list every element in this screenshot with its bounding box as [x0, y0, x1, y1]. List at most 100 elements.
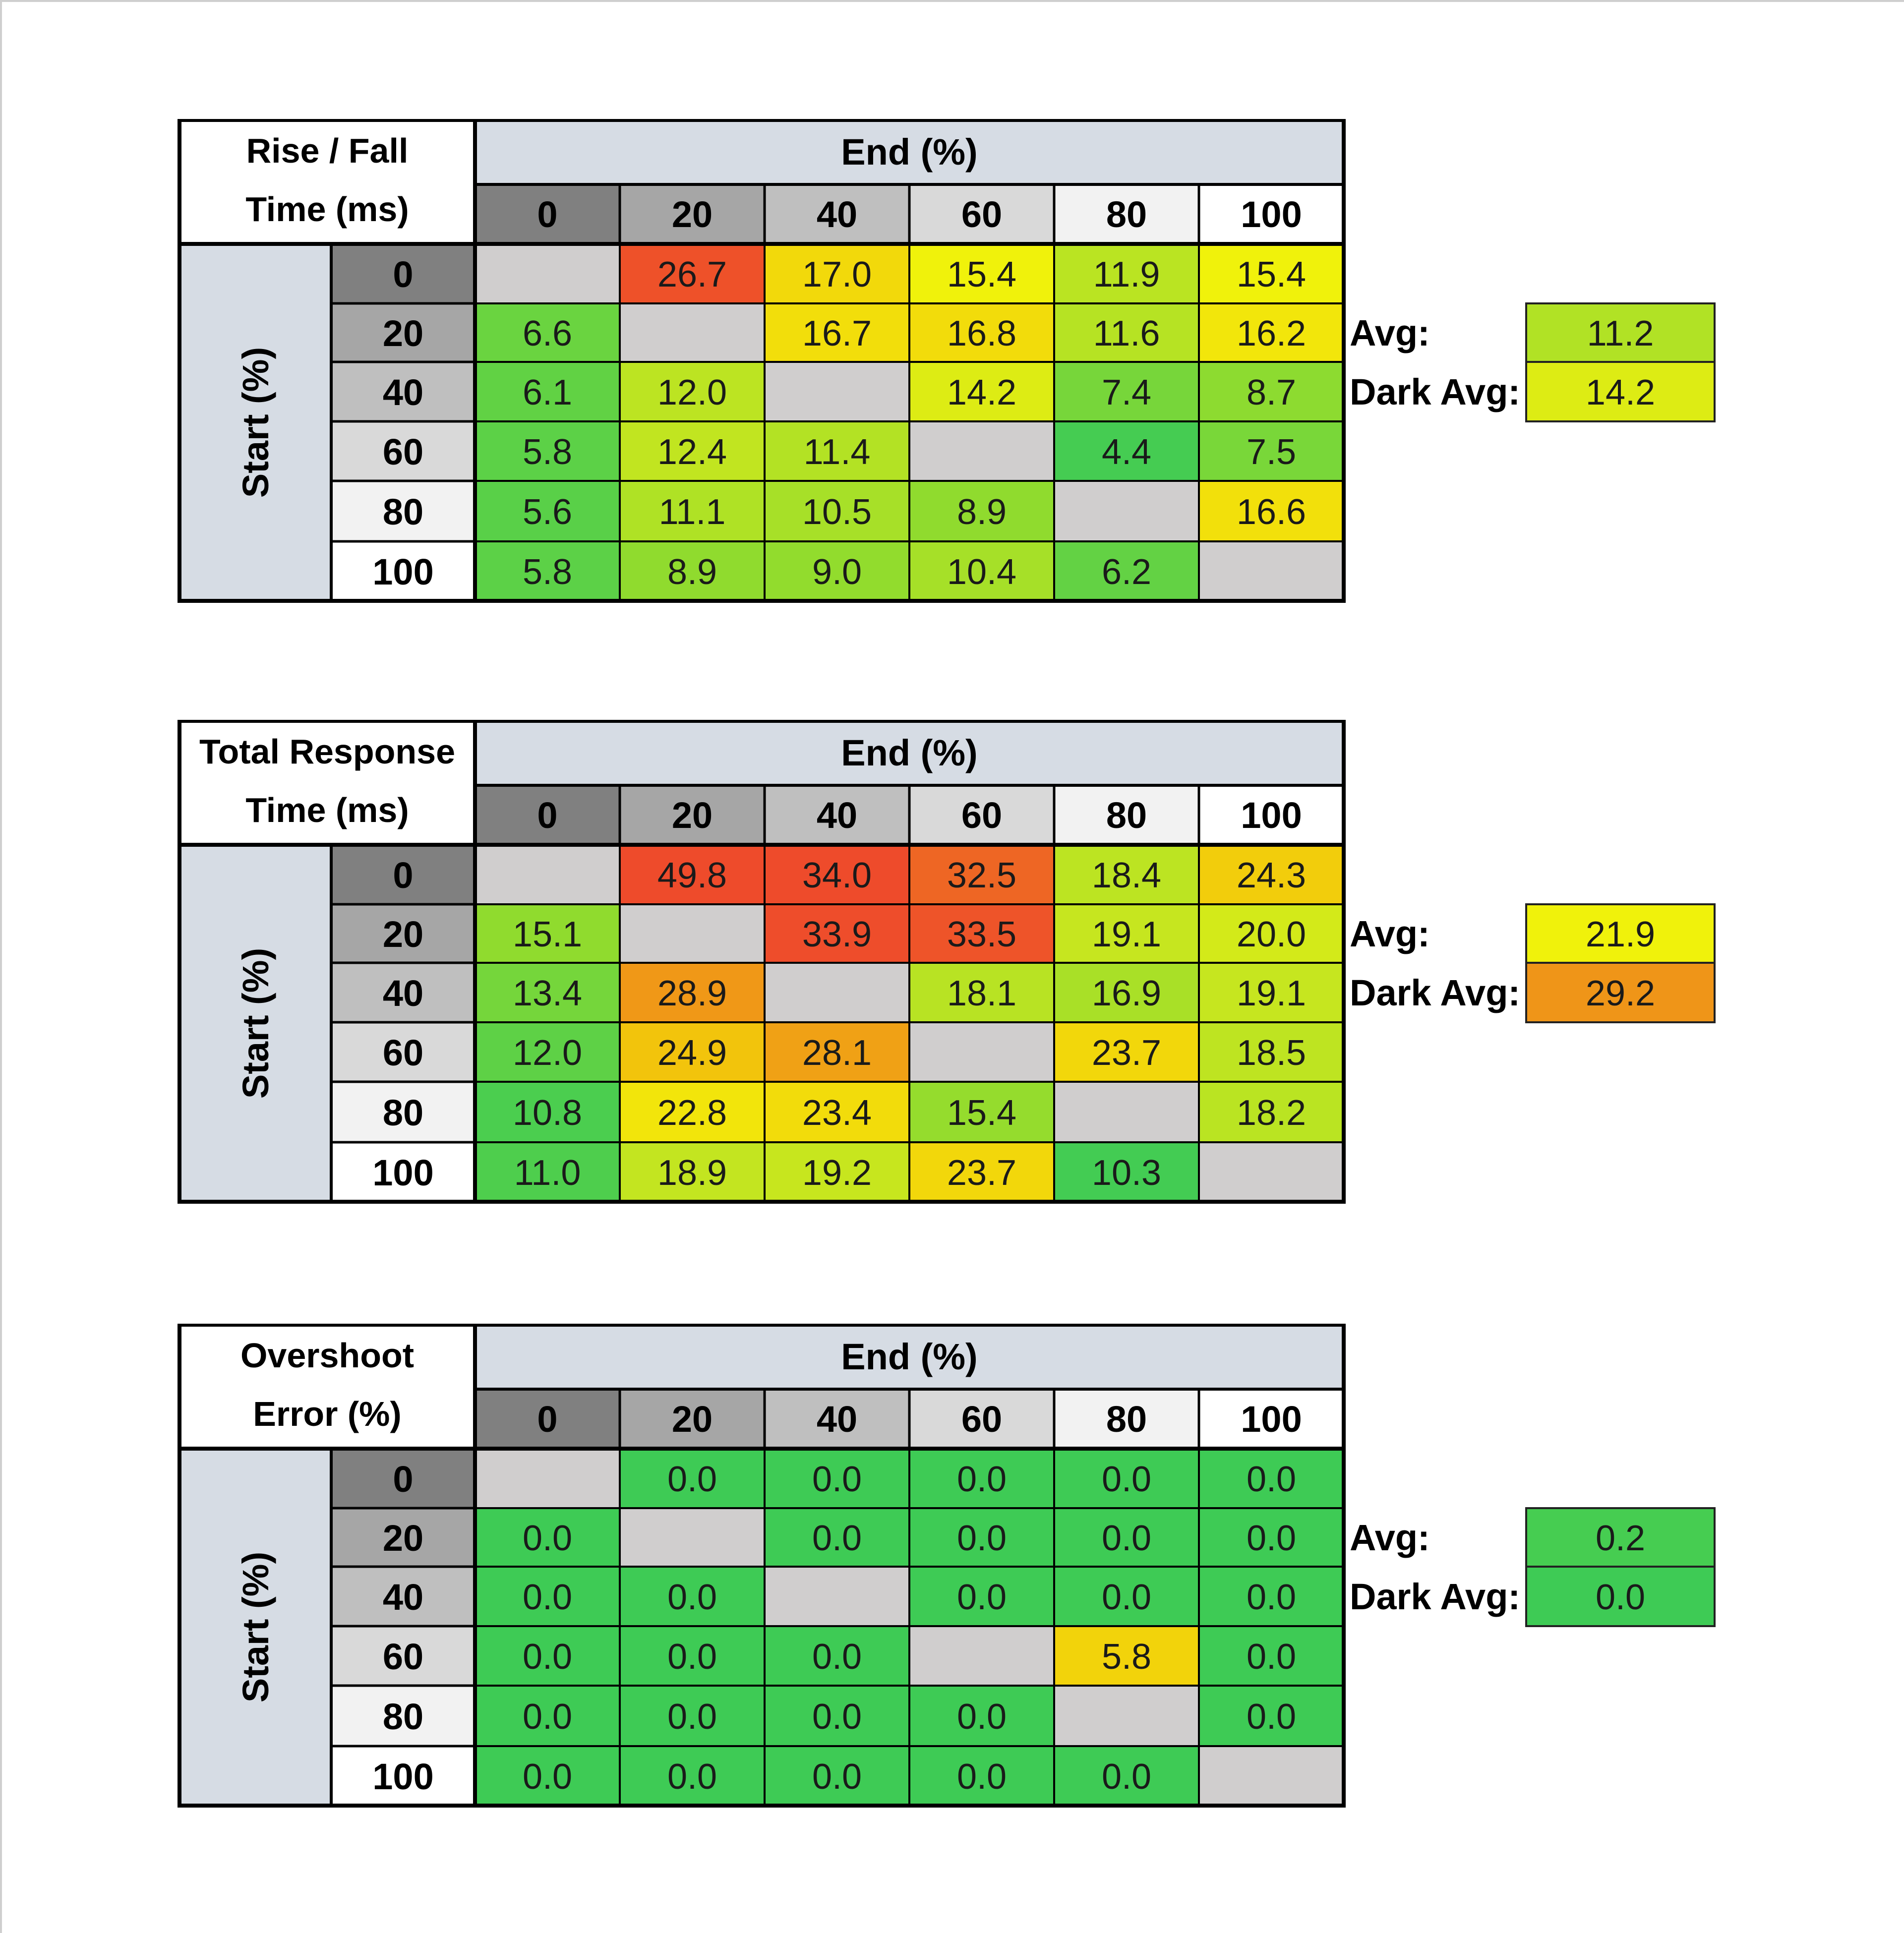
- rise-fall-data-value: 10.4: [947, 552, 1016, 592]
- total-response-data-value: 18.2: [1237, 1093, 1306, 1133]
- overshoot-summary-value: 0.0: [1596, 1578, 1645, 1617]
- rise-fall-col-label-cell: [1053, 183, 1200, 245]
- total-response-title-line: Time (ms): [245, 791, 409, 829]
- total-response-title-line: Total Response: [199, 732, 455, 771]
- rise-fall-data-cell: [474, 243, 621, 304]
- overshoot-data-cell: [1198, 1685, 1345, 1747]
- rise-fall-data-cell: [1053, 243, 1200, 304]
- rise-fall-row-label: 60: [383, 431, 423, 472]
- total-response-data-value: 18.9: [657, 1153, 727, 1193]
- overshoot-data-value: 0.0: [1102, 1578, 1151, 1617]
- total-response-data-cell: [764, 1141, 910, 1203]
- total-response-data-value: 18.1: [947, 974, 1016, 1013]
- rise-fall-data-value: 10.5: [802, 492, 872, 532]
- rise-fall-data-cell: [908, 361, 1055, 422]
- overshoot-data-cell: [908, 1745, 1055, 1807]
- total-response-row-header: Start (%): [235, 948, 276, 1099]
- total-response-data-cell: [474, 844, 621, 905]
- overshoot-data-value: 0.0: [812, 1460, 862, 1499]
- total-response-data-value: 23.4: [802, 1093, 872, 1133]
- overshoot-row-label: 40: [383, 1577, 423, 1618]
- overshoot-summary-box: [1525, 1566, 1716, 1627]
- total-response-data-cell: [908, 844, 1055, 905]
- rise-fall-title-line: Rise / Fall: [246, 131, 409, 170]
- rise-fall-row-header: Start (%): [235, 347, 276, 498]
- rise-fall-data-cell: [1198, 540, 1345, 602]
- overshoot-col-label-cell: [908, 1388, 1056, 1450]
- overshoot-data-value: 0.0: [812, 1637, 862, 1677]
- total-response-table-svg: Total Response Time (ms) End (%) 0 20 40 60 80 1…: [178, 720, 1716, 1204]
- overshoot-data-value: 0.0: [1247, 1519, 1296, 1558]
- overshoot-data-cell: [764, 1685, 910, 1747]
- rise-fall-data-value: 6.1: [523, 373, 572, 412]
- overshoot-table: Overshoot Error (%) End (%) 0 20 40 60 80 100 Sta…: [0, 1324, 1904, 1815]
- rise-fall-data-value: 17.0: [802, 255, 872, 294]
- total-response-row-label-cell: [330, 1080, 476, 1144]
- overshoot-data-value: 0.0: [1247, 1697, 1296, 1737]
- overshoot-summary-value: 0.2: [1596, 1519, 1645, 1558]
- rise-fall-data-cell: [908, 420, 1055, 482]
- total-response-row-label-cell: [330, 843, 476, 906]
- overshoot-data-cell: [474, 1685, 621, 1747]
- overshoot-col-header: End (%): [841, 1336, 977, 1377]
- rise-fall-table-svg: Rise / Fall Time (ms) End (%) 0 20 40 60 80 100 S…: [178, 119, 1716, 603]
- rise-fall-data-value: 6.6: [523, 314, 572, 353]
- rise-fall-summary-label: Avg:: [1350, 312, 1430, 353]
- overshoot-data-value: 0.0: [1102, 1460, 1151, 1499]
- total-response-summary-value: 21.9: [1586, 915, 1655, 954]
- overshoot-summary-label: Avg:: [1350, 1517, 1430, 1558]
- total-response-col-label: 80: [1106, 795, 1147, 836]
- total-response-data-cell: [1198, 1081, 1345, 1143]
- rise-fall-data-cell: [1053, 361, 1200, 422]
- rise-fall-data-value: 5.8: [523, 552, 572, 592]
- total-response-col-label: 100: [1241, 795, 1302, 836]
- rise-fall-data-cell: [619, 243, 766, 304]
- overshoot-summary-label: Dark Avg:: [1350, 1576, 1520, 1617]
- rise-fall-data-cell: [1198, 302, 1345, 363]
- total-response-data-value: 19.1: [1092, 915, 1161, 954]
- overshoot-data-value: 0.0: [957, 1697, 1007, 1737]
- total-response-data-cell: [908, 903, 1055, 964]
- total-response-data-cell: [1053, 1141, 1200, 1203]
- total-response-data-value: 23.7: [947, 1153, 1016, 1193]
- total-response-data-cell: [764, 962, 910, 1023]
- overshoot-table-svg: Overshoot Error (%) End (%) 0 20 40 60 80 100 Sta…: [178, 1324, 1716, 1808]
- total-response-col-label: 40: [817, 795, 857, 836]
- overshoot-col-label: 80: [1106, 1399, 1147, 1440]
- total-response-row-label: 20: [383, 914, 423, 955]
- overshoot-title-cell: [179, 1325, 475, 1449]
- total-response-data-cell: [619, 903, 766, 964]
- rise-fall-col-header: End (%): [841, 131, 977, 173]
- total-response-data-cell: [1053, 1081, 1200, 1143]
- total-response-summary-box: [1525, 903, 1716, 964]
- total-response-data-cell: [474, 1081, 621, 1143]
- total-response-data-value: 20.0: [1237, 915, 1306, 954]
- rise-fall-col-label: 80: [1106, 194, 1147, 235]
- overshoot-data-cell: [474, 1448, 621, 1509]
- total-response-data-value: 10.8: [513, 1093, 582, 1133]
- rise-fall-row-label-cell: [330, 302, 476, 363]
- overshoot-row-label: 20: [383, 1518, 423, 1559]
- total-response-row-label: 60: [383, 1032, 423, 1073]
- total-response-data-cell: [908, 1021, 1055, 1083]
- overshoot-data-cell: [908, 1625, 1055, 1687]
- overshoot-data-cell: [1053, 1566, 1200, 1627]
- overshoot-data-value: 0.0: [667, 1578, 717, 1617]
- overshoot-data-value: 5.8: [1102, 1637, 1151, 1677]
- total-response-data-value: 18.4: [1092, 856, 1161, 895]
- overshoot-data-cell: [908, 1566, 1055, 1627]
- rise-fall-data-value: 12.0: [657, 373, 727, 412]
- rise-fall-data-cell: [474, 420, 621, 482]
- overshoot-row-header-band: [179, 1449, 331, 1806]
- rise-fall-data-cell: [764, 361, 910, 422]
- total-response-summary-label: Dark Avg:: [1350, 972, 1520, 1013]
- total-response-data-value: 32.5: [947, 856, 1016, 895]
- rise-fall-data-value: 6.2: [1102, 552, 1151, 592]
- overshoot-data-value: 0.0: [523, 1578, 572, 1617]
- rise-fall-data-cell: [619, 361, 766, 422]
- rise-fall-col-label: 20: [672, 194, 713, 235]
- rise-fall-col-label-cell: [1197, 183, 1345, 245]
- rise-fall-data-cell: [1198, 243, 1345, 304]
- rise-fall-row-label: 80: [383, 491, 423, 532]
- overshoot-title-line: Overshoot: [240, 1336, 414, 1375]
